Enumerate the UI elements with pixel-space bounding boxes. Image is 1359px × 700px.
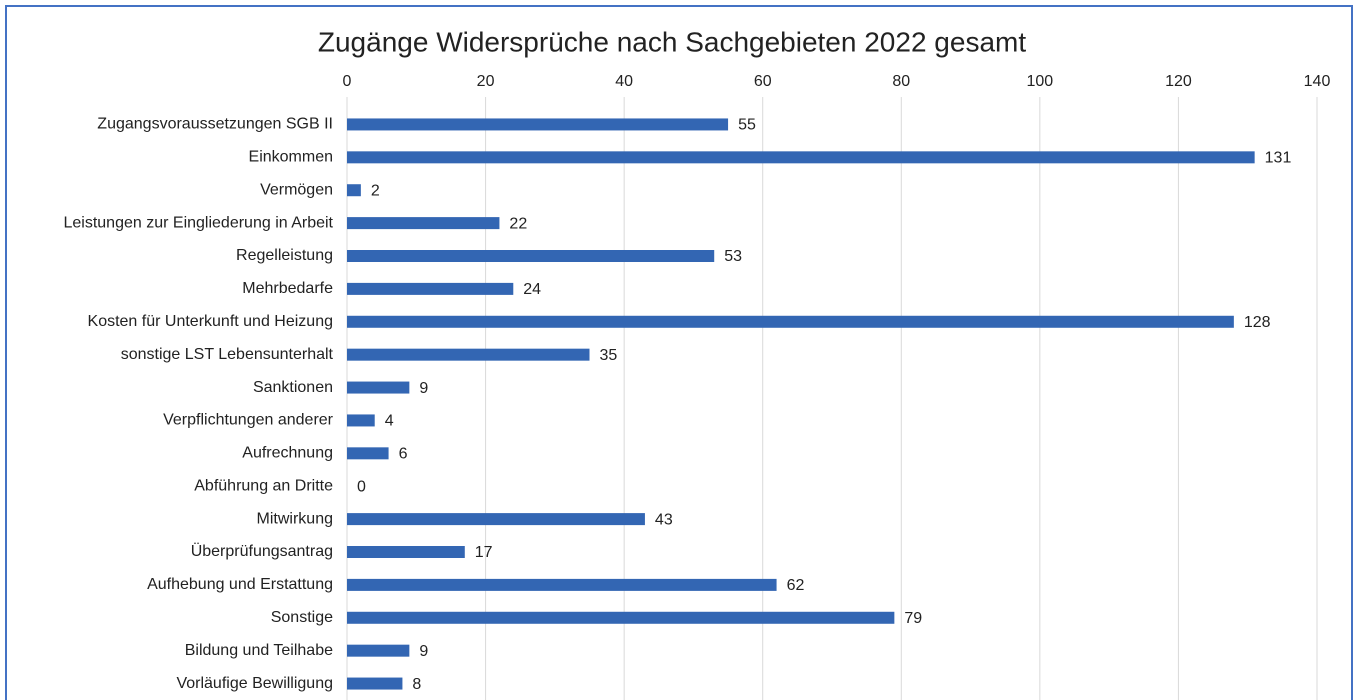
bar bbox=[347, 578, 777, 591]
data-label: 35 bbox=[600, 347, 618, 364]
y-tick-label: Kosten für Unterkunft und Heizung bbox=[88, 313, 333, 330]
chart-border bbox=[5, 5, 1353, 700]
y-tick-label: Einkommen bbox=[249, 149, 333, 166]
y-tick-label: Aufrechnung bbox=[242, 445, 333, 462]
y-tick-label: Regelleistung bbox=[236, 247, 333, 264]
data-label: 0 bbox=[357, 478, 366, 495]
bar bbox=[347, 611, 895, 624]
x-tick-label: 100 bbox=[1027, 73, 1054, 90]
y-tick-label: sonstige LST Lebensunterhalt bbox=[121, 346, 334, 363]
data-label: 9 bbox=[419, 643, 428, 660]
y-tick-label: Mitwirkung bbox=[257, 510, 333, 527]
bar bbox=[347, 282, 514, 295]
bar bbox=[347, 217, 500, 230]
y-tick-label: Vermögen bbox=[260, 181, 333, 198]
data-label: 17 bbox=[475, 544, 493, 561]
bar bbox=[347, 315, 1234, 328]
bar bbox=[347, 677, 403, 690]
x-tick-label: 80 bbox=[892, 73, 910, 90]
bar bbox=[347, 414, 375, 427]
bar bbox=[347, 644, 410, 657]
data-label: 53 bbox=[724, 248, 742, 265]
chart-title: Zugänge Widersprüche nach Sachgebieten 2… bbox=[318, 26, 1026, 57]
data-label: 24 bbox=[523, 281, 541, 298]
data-label: 4 bbox=[385, 413, 394, 430]
y-tick-label: Verpflichtungen anderer bbox=[163, 412, 334, 429]
x-tick-label: 0 bbox=[343, 73, 352, 90]
bar bbox=[347, 513, 645, 526]
data-label: 128 bbox=[1244, 314, 1271, 331]
x-tick-label: 20 bbox=[477, 73, 495, 90]
y-tick-label: Sanktionen bbox=[253, 379, 333, 396]
data-label: 62 bbox=[787, 577, 805, 594]
y-tick-label: Abführung an Dritte bbox=[194, 477, 333, 494]
y-tick-label: Vorläufige Bewilligung bbox=[176, 675, 333, 692]
bar bbox=[347, 118, 729, 131]
bar bbox=[347, 381, 410, 394]
bar bbox=[347, 546, 465, 558]
data-label: 8 bbox=[412, 676, 421, 693]
x-tick-label: 140 bbox=[1304, 73, 1331, 90]
data-label: 79 bbox=[904, 610, 922, 627]
data-label: 22 bbox=[509, 215, 527, 232]
y-tick-label: Zugangsvoraussetzungen SGB II bbox=[97, 116, 333, 133]
data-label: 9 bbox=[419, 380, 428, 397]
y-tick-label: Sonstige bbox=[271, 609, 333, 626]
data-label: 55 bbox=[738, 117, 756, 134]
data-label: 6 bbox=[399, 446, 408, 463]
bar bbox=[347, 447, 389, 460]
x-tick-label: 120 bbox=[1165, 73, 1192, 90]
data-label: 2 bbox=[371, 182, 380, 199]
y-tick-label: Aufhebung und Erstattung bbox=[147, 576, 333, 593]
x-tick-label: 60 bbox=[754, 73, 772, 90]
x-tick-label: 40 bbox=[615, 73, 633, 90]
y-tick-label: Mehrbedarfe bbox=[242, 280, 333, 297]
bar bbox=[347, 348, 590, 361]
y-tick-label: Leistungen zur Eingliederung in Arbeit bbox=[63, 214, 333, 231]
y-tick-label: Überprüfungsantrag bbox=[191, 542, 333, 560]
data-label: 43 bbox=[655, 511, 673, 528]
bar bbox=[347, 151, 1255, 164]
bar bbox=[347, 250, 715, 262]
bar bbox=[347, 184, 361, 197]
y-tick-label: Bildung und Teilhabe bbox=[185, 642, 333, 659]
data-label: 131 bbox=[1265, 150, 1292, 167]
